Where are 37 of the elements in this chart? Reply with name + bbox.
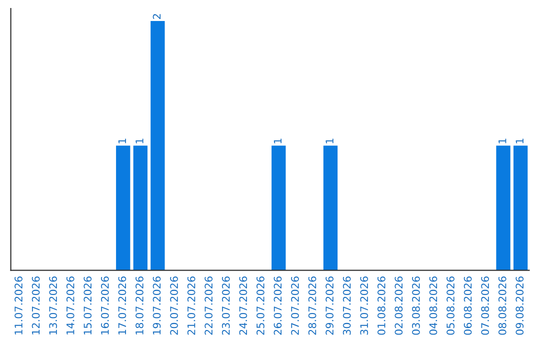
x-tick-label: 21.07.2026: [187, 276, 196, 335]
x-tick-label: 18.07.2026: [136, 276, 144, 334]
x-tick-label: 23.07.2026: [222, 276, 230, 335]
data-label: 1: [274, 138, 282, 144]
x-tick-label: 05.08.2026: [446, 276, 454, 335]
x-tick-label: 06.08.2026: [464, 276, 472, 335]
x-tick-label: 04.08.2026: [429, 276, 438, 335]
data-label: 1: [498, 138, 506, 144]
x-tick-label: 07.08.2026: [481, 276, 490, 335]
x-tick-label: 31.07.2026: [360, 276, 368, 335]
x-tick-label: 16.07.2026: [100, 276, 109, 334]
x-tick-label: 08.08.2026: [498, 276, 506, 335]
x-tick-label: 27.07.2026: [291, 276, 299, 335]
x-tick-label: 17.07.2026: [118, 276, 126, 334]
x-tick-label: 26.07.2026: [274, 276, 282, 335]
x-tick-label: 29.07.2026: [326, 276, 334, 335]
x-tick-label: 02.08.2026: [394, 276, 403, 335]
x-tick-label: 28.07.2026: [308, 276, 316, 335]
data-label: 2: [152, 14, 161, 19]
x-tick-label: 01.08.2026: [377, 276, 386, 335]
x-tick-label: 09.08.2026: [516, 276, 524, 335]
x-tick-label: 20.07.2026: [170, 276, 178, 335]
x-tick-label: 30.07.2026: [342, 276, 351, 335]
x-tick-label: 24.07.2026: [239, 276, 248, 335]
x-tick-label: 11.07.2026: [14, 276, 22, 334]
data-label: 1: [326, 138, 334, 144]
x-tick-label: 25.07.2026: [256, 276, 264, 335]
data-label: 1: [118, 138, 126, 144]
x-tick-label: 19.07.2026: [152, 276, 161, 334]
x-tick-label: 14.07.2026: [66, 276, 74, 334]
x-tick-label: 22.07.2026: [204, 276, 213, 335]
x-tick-label: 03.08.2026: [412, 276, 420, 335]
data-label: 1: [516, 138, 524, 144]
data-label: 1: [136, 138, 144, 144]
x-tick-label: 13.07.2026: [49, 276, 58, 334]
x-tick-label: 15.07.2026: [84, 276, 92, 334]
x-tick-label: 12.07.2026: [32, 276, 40, 334]
